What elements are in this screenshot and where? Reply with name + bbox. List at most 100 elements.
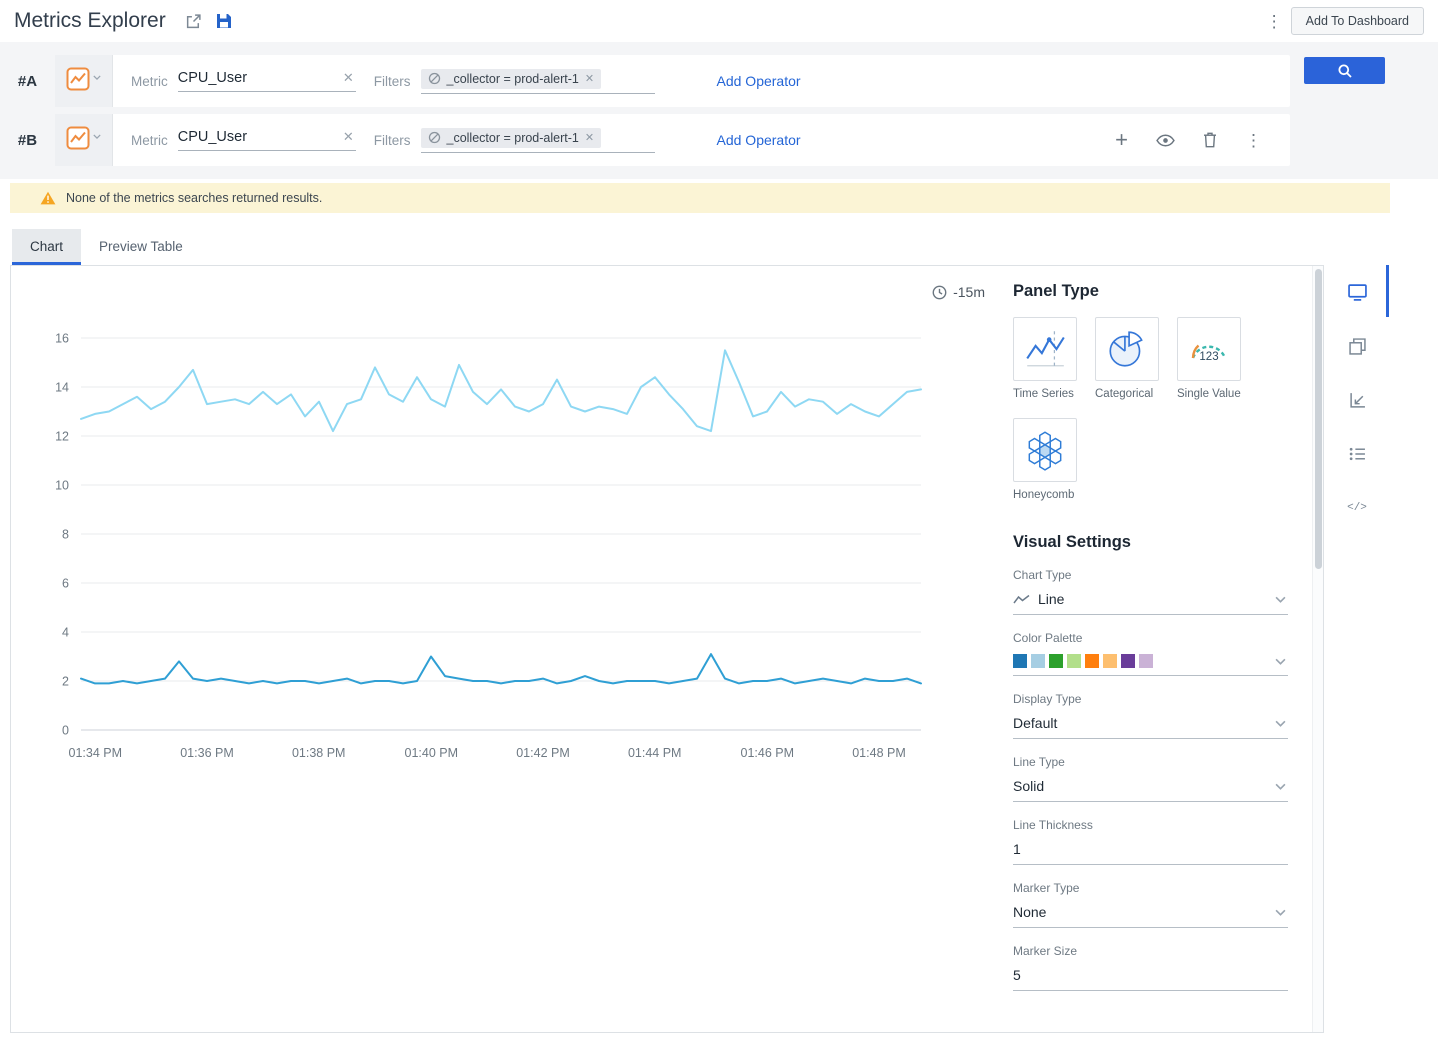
panel-type-honeycomb[interactable]: Honeycomb [1013,418,1095,501]
chevron-down-icon [1275,720,1286,727]
line-type-select[interactable]: Solid [1013,769,1288,802]
svg-text:01:36 PM: 01:36 PM [180,746,234,760]
svg-text:2: 2 [62,675,69,689]
delete-query-icon[interactable] [1203,132,1217,148]
marker-size-input[interactable] [1013,967,1286,983]
chevron-down-icon [1275,909,1286,916]
metric-query-icon [66,67,90,96]
svg-text:01:46 PM: 01:46 PM [741,746,795,760]
query-row: Metric CPU_User ✕ Filters _collector = p… [55,55,1290,107]
chart-type-field: Chart Type Line [1013,568,1288,615]
svg-text:123: 123 [1199,351,1218,363]
metric-type-selector[interactable] [55,114,113,166]
query-row-id: #A [0,55,55,107]
metrics-chart: 024681012141601:34 PM01:36 PM01:38 PM01:… [11,322,976,774]
remove-filter-icon[interactable]: ✕ [585,72,594,85]
metric-input[interactable]: CPU_User ✕ [178,70,356,92]
metric-type-selector[interactable] [55,55,113,107]
tab-chart[interactable]: Chart [12,229,81,265]
svg-text:4: 4 [62,626,69,640]
tab-preview-table[interactable]: Preview Table [81,229,201,265]
filters-input[interactable]: _collector = prod-alert-1 ✕ [421,128,655,153]
marker-type-label: Marker Type [1013,881,1288,895]
add-query-icon[interactable]: + [1115,129,1128,151]
display-type-select[interactable]: Default [1013,706,1288,739]
code-view-icon[interactable]: </> [1345,497,1369,519]
settings-scrollbar[interactable] [1312,266,1323,1032]
color-palette-swatches [1013,654,1153,668]
marker-size-field: Marker Size [1013,944,1288,991]
remove-filter-icon[interactable]: ✕ [585,131,594,144]
row-kebab-icon[interactable]: ⋮ [1245,132,1262,149]
clear-metric-icon[interactable]: ✕ [341,70,356,86]
filter-chip-text: _collector = prod-alert-1 [447,72,579,86]
palette-swatch [1031,654,1045,668]
color-palette-select[interactable] [1013,645,1288,676]
chart-panel: -15m 024681012141601:34 PM01:36 PM01:38 … [10,265,1324,1033]
palette-swatch [1013,654,1027,668]
chart-area: -15m 024681012141601:34 PM01:36 PM01:38 … [11,266,997,1032]
visual-settings-title: Visual Settings [1013,533,1288,552]
add-operator-link[interactable]: Add Operator [717,132,801,148]
display-type-value: Default [1013,715,1057,731]
line-thickness-label: Line Thickness [1013,818,1288,832]
panel-type-categorical[interactable]: Categorical [1095,317,1177,400]
honeycomb-icon [1013,418,1077,482]
panels-copy-icon[interactable] [1345,335,1369,357]
filter-chip[interactable]: _collector = prod-alert-1 ✕ [421,128,602,148]
svg-text:14: 14 [55,381,69,395]
metric-value[interactable]: CPU_User [178,70,247,86]
svg-text:01:40 PM: 01:40 PM [405,746,459,760]
time-range-control[interactable]: -15m [932,284,985,300]
svg-text:0: 0 [62,724,69,738]
clear-metric-icon[interactable]: ✕ [341,129,356,145]
display-settings-icon[interactable] [1345,281,1369,303]
panel-type-title: Panel Type [1013,282,1288,301]
chevron-down-icon [93,126,101,144]
line-type-label: Line Type [1013,755,1288,769]
line-thickness-input[interactable] [1013,841,1286,857]
header-kebab-icon[interactable]: ⋮ [1258,11,1291,32]
save-icon[interactable] [212,9,236,33]
query-row-b: #B Metric CPU_User ✕ Filters _collector … [0,114,1290,166]
add-operator-link[interactable]: Add Operator [717,73,801,89]
legend-list-icon[interactable] [1345,443,1369,465]
axes-settings-icon[interactable] [1345,389,1369,411]
svg-text:01:38 PM: 01:38 PM [292,746,346,760]
visibility-eye-icon[interactable] [1156,134,1175,147]
panel-type-single-value[interactable]: 123 Single Value [1177,317,1259,400]
exclude-icon [428,131,441,144]
line-type-value: Solid [1013,778,1044,794]
add-to-dashboard-button[interactable]: Add To Dashboard [1291,7,1424,35]
query-section: #A Metric CPU_User ✕ Filters _collector … [0,42,1438,179]
run-search-button[interactable] [1304,57,1385,84]
time-range-value: -15m [953,284,985,300]
panel-type-time-series[interactable]: Time Series [1013,317,1095,400]
svg-text:8: 8 [62,528,69,542]
metric-value[interactable]: CPU_User [178,129,247,145]
metric-query-icon [66,126,90,155]
chevron-down-icon [93,67,101,85]
filter-chip[interactable]: _collector = prod-alert-1 ✕ [421,69,602,89]
line-type-field: Line Type Solid [1013,755,1288,802]
palette-swatch [1139,654,1153,668]
chevron-down-icon [1275,596,1286,603]
marker-type-select[interactable]: None [1013,895,1288,928]
marker-type-value: None [1013,904,1046,920]
warning-icon [40,191,56,205]
share-icon[interactable] [182,9,206,33]
scrollbar-thumb[interactable] [1315,269,1322,569]
filters-input[interactable]: _collector = prod-alert-1 ✕ [421,69,655,94]
chart-type-select[interactable]: Line [1013,582,1288,615]
settings-panel: Panel Type Time Series [997,266,1312,1032]
filter-chip-text: _collector = prod-alert-1 [447,131,579,145]
palette-swatch [1067,654,1081,668]
chevron-down-icon [1275,783,1286,790]
metric-input[interactable]: CPU_User ✕ [178,129,356,151]
chart-type-value: Line [1038,591,1064,607]
palette-swatch [1121,654,1135,668]
warning-banner: None of the metrics searches returned re… [10,183,1390,213]
single-value-icon: 123 [1177,317,1241,381]
panel-type-label: Single Value [1177,388,1259,400]
svg-text:01:44 PM: 01:44 PM [628,746,682,760]
